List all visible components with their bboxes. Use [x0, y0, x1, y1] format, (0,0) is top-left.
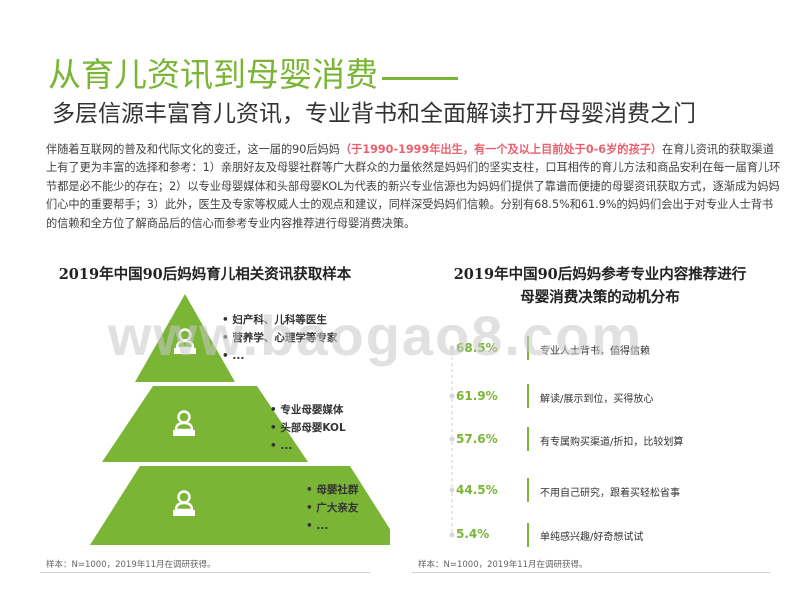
- intro-highlight: （于1990-1999年出生，有一个及以上目前处于0-6岁的孩子）: [339, 143, 663, 156]
- list-item: 专业母婴媒体: [270, 401, 346, 419]
- tier-2-list: 专业母婴媒体 头部母婴KOL ...: [270, 401, 346, 455]
- right-chart-title: 2019年中国90后妈妈参考专业内容推荐进行 母婴消费决策的动机分布: [430, 263, 770, 309]
- list-item: 广大亲友: [306, 499, 358, 517]
- motive-value: 44.5%: [456, 483, 498, 497]
- page-title: 从育儿资讯到母婴消费: [48, 48, 458, 96]
- tier-1-list: 妇产科、儿科等医生 营养学、心理学等专家 ...: [222, 311, 337, 365]
- list-item: 妇产科、儿科等医生: [222, 311, 337, 329]
- motive-label: 有专属购买渠道/折扣，比较划算: [540, 437, 684, 448]
- list-item: 母婴社群: [306, 481, 358, 499]
- pyramid-tier-2: [102, 386, 308, 462]
- right-chart-title-line2: 母婴消费决策的动机分布: [520, 289, 680, 306]
- page-title-text: 从育儿资讯到母婴消费: [48, 55, 378, 94]
- intro-text-1: 伴随着互联网的普及和代际文化的变迁，这一届的90后妈妈: [46, 143, 340, 156]
- motive-value: 68.5%: [456, 341, 498, 355]
- left-sample-note: 样本：N=1000，2019年11月在调研获得。: [46, 560, 216, 570]
- left-chart-title: 2019年中国90后妈妈育儿相关资讯获取样本: [58, 266, 352, 283]
- list-item: 营养学、心理学等专家: [222, 329, 337, 347]
- dot: [449, 345, 455, 351]
- motive-value: 61.9%: [456, 389, 498, 403]
- list-item: ...: [270, 437, 346, 455]
- dot: [449, 487, 455, 493]
- page-subtitle: 多层信源丰富育儿资讯，专业背书和全面解读打开母婴消费之门: [52, 101, 696, 127]
- list-item: ...: [306, 517, 358, 535]
- motive-label: 单纯感兴趣/好奇想试试: [540, 532, 644, 543]
- title-dash: [382, 77, 458, 80]
- motive-label: 不用自己研究，跟着买轻松省事: [540, 488, 680, 499]
- motive-value: 57.6%: [456, 432, 498, 446]
- pyramid-tier-1: [135, 294, 235, 382]
- right-divider: [412, 572, 770, 573]
- motive-connector-graphic: [449, 336, 529, 547]
- list-item: ...: [222, 347, 337, 365]
- right-sample-note: 样本：N=1000，2019年11月在调研获得。: [418, 560, 588, 570]
- left-divider: [40, 572, 370, 573]
- motive-label: 专业人士背书，值得信赖: [540, 346, 650, 357]
- dot: [449, 393, 455, 399]
- motive-label: 解读/展示到位，买得放心: [540, 394, 654, 405]
- dot: [449, 532, 455, 538]
- intro-paragraph: 伴随着互联网的普及和代际文化的变迁，这一届的90后妈妈（于1990-1999年出…: [46, 141, 781, 233]
- dot: [449, 436, 455, 442]
- right-chart-title-line1: 2019年中国90后妈妈参考专业内容推荐进行: [453, 266, 747, 283]
- motive-value: 5.4%: [456, 527, 490, 541]
- tier-3-list: 母婴社群 广大亲友 ...: [306, 481, 358, 535]
- list-item: 头部母婴KOL: [270, 419, 345, 437]
- intro-text-2: 在育儿资讯的获取渠道上有了更为丰富的选择和参考：1）亲朋好友及母婴社群等广大群众…: [46, 143, 781, 230]
